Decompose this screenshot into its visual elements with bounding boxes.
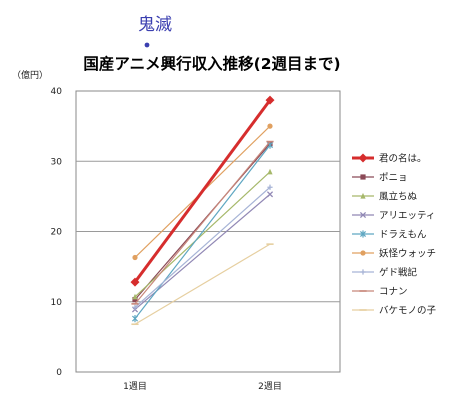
y-unit-label: （億円）: [12, 69, 48, 81]
series-9: [131, 243, 274, 326]
data-point-3-2: [267, 168, 273, 175]
legend-label-1: 君の名は。: [379, 153, 427, 165]
series-2: [132, 141, 273, 303]
series-line-2: [134, 143, 271, 301]
legend-label-3: 風立ちぬ: [379, 191, 418, 203]
data-point-6-2: [267, 123, 273, 129]
legend-label-2: ポニョ: [379, 173, 408, 184]
legend-item-6: 妖怪ウォッチ: [352, 248, 436, 260]
plot-area: 0 10 20 30 40 1週目 2週目: [51, 87, 341, 392]
legend-item-8: コナン: [352, 287, 408, 298]
legend-item-9: バケモノの子: [352, 306, 437, 317]
data-point-4-2: [266, 191, 274, 198]
legend-item-4: アリエッティ: [352, 211, 435, 222]
y-tick-label-10: 10: [51, 298, 63, 308]
series-line-1: [133, 99, 272, 283]
series-8: [131, 140, 274, 305]
series-line-9: [134, 243, 271, 325]
legend-label-4: アリエッティ: [379, 211, 435, 222]
series-line-5: [134, 144, 271, 319]
legend-label-5: ドラえもん: [379, 230, 427, 241]
data-point-6-1: [132, 254, 138, 261]
data-point-3-1: [132, 293, 138, 300]
series-line-8: [134, 141, 271, 305]
annotation-dot: [144, 42, 150, 48]
data-point-1-1: [130, 277, 140, 287]
x-tick-label-1: 1週目: [123, 381, 147, 392]
x-tick-label-2: 2週目: [258, 381, 282, 392]
legend-marker-3: [360, 192, 366, 199]
legend-marker-1: [358, 153, 368, 163]
data-point-7-2: [267, 184, 273, 190]
y-tick-label-20: 20: [51, 228, 63, 238]
legend-marker-5: [359, 230, 367, 238]
legend-marker-4: [359, 211, 367, 219]
legend-label-9: バケモノの子: [379, 306, 437, 317]
series-7: [132, 184, 273, 310]
series-1: [130, 95, 275, 287]
legend-item-3: 風立ちぬ: [352, 191, 418, 203]
y-tick-label-40: 40: [51, 87, 63, 97]
data-point-7-1: [132, 304, 138, 310]
y-tick-label-0: 0: [56, 368, 62, 378]
series-line-7: [134, 186, 271, 308]
chart-title: 国産アニメ興行収入推移(2週目まで): [83, 54, 340, 73]
series-5: [131, 141, 274, 323]
data-point-1-2: [265, 95, 275, 105]
data-point-5-1: [131, 315, 139, 323]
data-point-2-1: [132, 297, 138, 303]
annotation-text: 鬼滅: [138, 15, 172, 35]
legend-label-8: コナン: [379, 287, 408, 298]
y-tick-label-30: 30: [51, 157, 63, 167]
legend-item-7: ゲド戦記: [352, 267, 418, 279]
series-3: [132, 168, 273, 300]
legend-marker-2: [360, 174, 366, 180]
legend-label-7: ゲド戦記: [379, 267, 418, 279]
legend-marker-7: [360, 269, 366, 275]
legend: 君の名は。ポニョ風立ちぬアリエッティドラえもん妖怪ウォッチゲド戦記コナンバケモノ…: [352, 153, 437, 317]
legend-marker-6: [360, 250, 366, 256]
legend-item-5: ドラえもん: [352, 230, 427, 241]
legend-label-6: 妖怪ウォッチ: [379, 248, 436, 260]
legend-item-2: ポニョ: [352, 173, 408, 184]
legend-item-1: 君の名は。: [352, 153, 427, 165]
